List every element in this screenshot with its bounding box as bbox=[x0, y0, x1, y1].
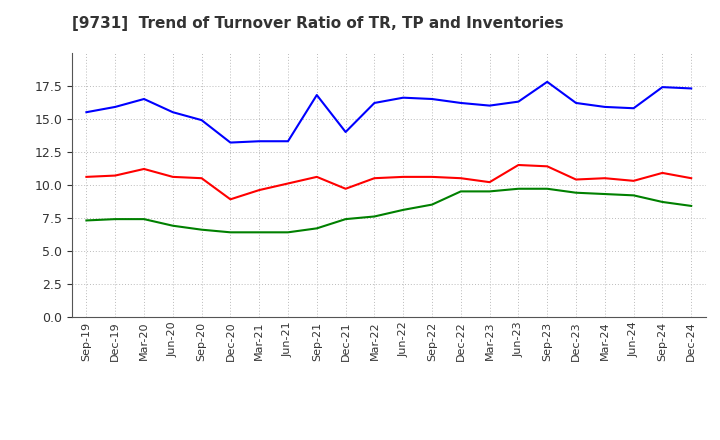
Inventories bbox=[197, 227, 206, 232]
Trade Receivables bbox=[600, 176, 609, 181]
Trade Receivables bbox=[399, 174, 408, 180]
Line: Trade Receivables: Trade Receivables bbox=[86, 165, 691, 199]
Trade Payables bbox=[543, 79, 552, 84]
Trade Receivables bbox=[572, 177, 580, 182]
Trade Receivables bbox=[111, 173, 120, 178]
Trade Payables bbox=[399, 95, 408, 100]
Line: Trade Payables: Trade Payables bbox=[86, 82, 691, 143]
Trade Receivables bbox=[629, 178, 638, 183]
Inventories bbox=[687, 203, 696, 209]
Trade Receivables bbox=[687, 176, 696, 181]
Trade Payables bbox=[629, 106, 638, 111]
Trade Payables bbox=[572, 100, 580, 106]
Trade Payables bbox=[485, 103, 494, 108]
Trade Payables bbox=[284, 139, 292, 144]
Trade Payables bbox=[341, 129, 350, 135]
Trade Payables bbox=[226, 140, 235, 145]
Trade Receivables bbox=[82, 174, 91, 180]
Trade Payables bbox=[255, 139, 264, 144]
Trade Payables bbox=[600, 104, 609, 110]
Text: [9731]  Trend of Turnover Ratio of TR, TP and Inventories: [9731] Trend of Turnover Ratio of TR, TP… bbox=[72, 16, 564, 31]
Trade Payables bbox=[370, 100, 379, 106]
Trade Receivables bbox=[284, 181, 292, 186]
Trade Receivables bbox=[370, 176, 379, 181]
Trade Payables bbox=[111, 104, 120, 110]
Trade Payables bbox=[456, 100, 465, 106]
Trade Payables bbox=[168, 110, 177, 115]
Inventories bbox=[226, 230, 235, 235]
Trade Payables bbox=[82, 110, 91, 115]
Inventories bbox=[485, 189, 494, 194]
Trade Receivables bbox=[341, 186, 350, 191]
Inventories bbox=[600, 191, 609, 197]
Inventories bbox=[312, 226, 321, 231]
Trade Payables bbox=[687, 86, 696, 91]
Trade Receivables bbox=[255, 187, 264, 193]
Inventories bbox=[658, 199, 667, 205]
Inventories bbox=[341, 216, 350, 222]
Inventories bbox=[255, 230, 264, 235]
Inventories bbox=[428, 202, 436, 207]
Inventories bbox=[82, 218, 91, 223]
Inventories bbox=[140, 216, 148, 222]
Inventories bbox=[456, 189, 465, 194]
Inventories bbox=[370, 214, 379, 219]
Trade Receivables bbox=[226, 197, 235, 202]
Inventories bbox=[572, 190, 580, 195]
Trade Receivables bbox=[543, 164, 552, 169]
Inventories bbox=[168, 223, 177, 228]
Inventories bbox=[399, 207, 408, 213]
Trade Receivables bbox=[456, 176, 465, 181]
Trade Receivables bbox=[168, 174, 177, 180]
Inventories bbox=[514, 186, 523, 191]
Inventories bbox=[543, 186, 552, 191]
Trade Receivables bbox=[140, 166, 148, 172]
Trade Payables bbox=[514, 99, 523, 104]
Inventories bbox=[111, 216, 120, 222]
Inventories bbox=[284, 230, 292, 235]
Trade Payables bbox=[428, 96, 436, 102]
Trade Receivables bbox=[428, 174, 436, 180]
Trade Payables bbox=[140, 96, 148, 102]
Trade Receivables bbox=[514, 162, 523, 168]
Trade Receivables bbox=[197, 176, 206, 181]
Trade Receivables bbox=[485, 180, 494, 185]
Trade Payables bbox=[197, 117, 206, 123]
Trade Receivables bbox=[312, 174, 321, 180]
Trade Payables bbox=[658, 84, 667, 90]
Trade Receivables bbox=[658, 170, 667, 176]
Trade Payables bbox=[312, 92, 321, 98]
Inventories bbox=[629, 193, 638, 198]
Line: Inventories: Inventories bbox=[86, 189, 691, 232]
